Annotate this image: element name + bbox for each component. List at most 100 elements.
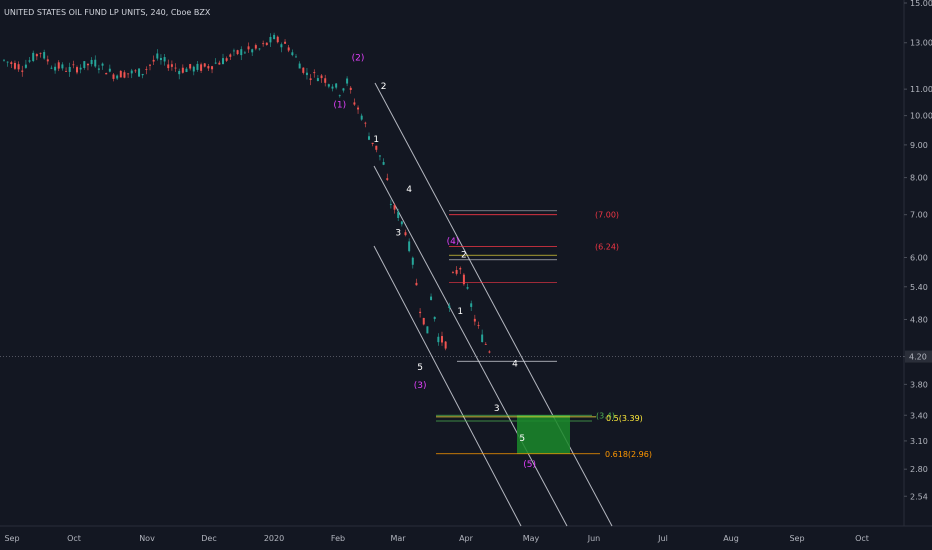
price-tick-label: 2.54 [910, 492, 928, 501]
candle-body [316, 78, 319, 82]
candle-body [207, 66, 210, 69]
candle-body [335, 83, 338, 88]
candle-body [389, 204, 392, 206]
candle-body [466, 287, 469, 289]
wave-label: 5 [417, 363, 423, 373]
level-label: (3.4) [596, 411, 615, 420]
candle-body [477, 324, 480, 326]
candle-body [83, 61, 86, 68]
candle-body [342, 88, 345, 91]
channel-line[interactable] [374, 82, 613, 527]
time-tick-label: Jul [657, 534, 668, 543]
price-tick-label: 6.00 [910, 254, 928, 263]
candle-body [313, 72, 316, 74]
time-tick-label: Jun [587, 534, 601, 543]
candle-body [214, 62, 217, 64]
candle-body [331, 86, 334, 89]
candle-body [94, 59, 97, 67]
candle-body [378, 155, 381, 157]
candle-body [200, 64, 203, 71]
candle-body [280, 44, 283, 48]
candle-body [397, 211, 400, 219]
candle-body [298, 63, 301, 69]
time-tick-label: 2020 [264, 534, 284, 543]
price-tick-label: 15.00 [910, 0, 932, 8]
candle-body [10, 62, 13, 65]
wave-label: 2 [381, 82, 387, 92]
candle-body [291, 52, 294, 56]
candle-body [386, 178, 389, 180]
candle-body [408, 241, 411, 252]
level-label: (7.00) [595, 211, 619, 220]
wave-label: 5 [519, 434, 525, 444]
chart-title: UNITED STATES OIL FUND LP UNITS, 240, Cb… [4, 8, 211, 17]
candle-body [364, 122, 367, 124]
candle-body [382, 162, 385, 165]
wave-label: 1 [373, 135, 379, 145]
candle-body [86, 63, 89, 66]
candle-body [101, 63, 104, 66]
candle-body [488, 351, 491, 353]
wave-label: 1 [457, 307, 463, 317]
candle-body [68, 66, 71, 72]
wave-label: (2) [352, 53, 365, 63]
candle-body [105, 72, 108, 75]
candle-body [6, 61, 9, 63]
candle-body [232, 50, 235, 52]
candle-body [134, 70, 137, 72]
candle-body [90, 59, 93, 65]
candle-body [240, 49, 243, 56]
candle-body [327, 84, 330, 87]
candle-body [145, 69, 148, 70]
candle-body [57, 62, 60, 69]
wave-label: (1) [333, 100, 346, 110]
candle-body [97, 68, 100, 70]
candle-body [149, 64, 151, 66]
candle-body [419, 311, 422, 314]
candle-body [185, 68, 188, 72]
candle-body [229, 54, 232, 57]
candle-body [433, 316, 436, 320]
candle-body [211, 66, 214, 70]
wave-label: (5) [523, 460, 536, 470]
candle-body [302, 67, 305, 73]
candle-body [371, 142, 374, 144]
candle-body [72, 64, 75, 66]
time-tick-label: Nov [139, 534, 155, 543]
candle-body [21, 70, 24, 72]
price-tick-label: 13.00 [910, 39, 932, 48]
price-tick-label: 9.00 [910, 141, 928, 150]
candle-body [130, 70, 133, 74]
candle-body [181, 67, 184, 73]
candle-body [174, 67, 177, 69]
candle-body [123, 72, 126, 78]
candle-body [32, 52, 35, 61]
candle-body [65, 71, 68, 72]
channel-line[interactable] [373, 245, 522, 527]
candle-body [163, 57, 166, 62]
wave-label: 3 [494, 404, 500, 414]
price-tick-label: 4.80 [910, 315, 928, 324]
candle-body [448, 305, 451, 309]
candle-body [455, 270, 458, 274]
price-tick-label: 3.40 [910, 411, 928, 420]
candle-body [320, 75, 323, 79]
candle-body [46, 59, 49, 62]
candle-body [141, 73, 144, 76]
channel-line[interactable] [373, 165, 568, 527]
candle-body [368, 136, 370, 140]
target-zone[interactable] [517, 415, 570, 454]
wave-label: (4) [447, 237, 460, 247]
candle-body [152, 59, 155, 62]
candle-body [127, 73, 130, 75]
candle-body [108, 68, 111, 72]
candle-body [411, 257, 414, 265]
wave-label: 3 [395, 228, 401, 238]
candle-body [13, 62, 16, 69]
candle-body [346, 78, 349, 84]
candle-body [196, 63, 199, 70]
candle-body [415, 282, 418, 286]
candle-body [324, 78, 327, 83]
wave-label: 4 [512, 360, 518, 370]
